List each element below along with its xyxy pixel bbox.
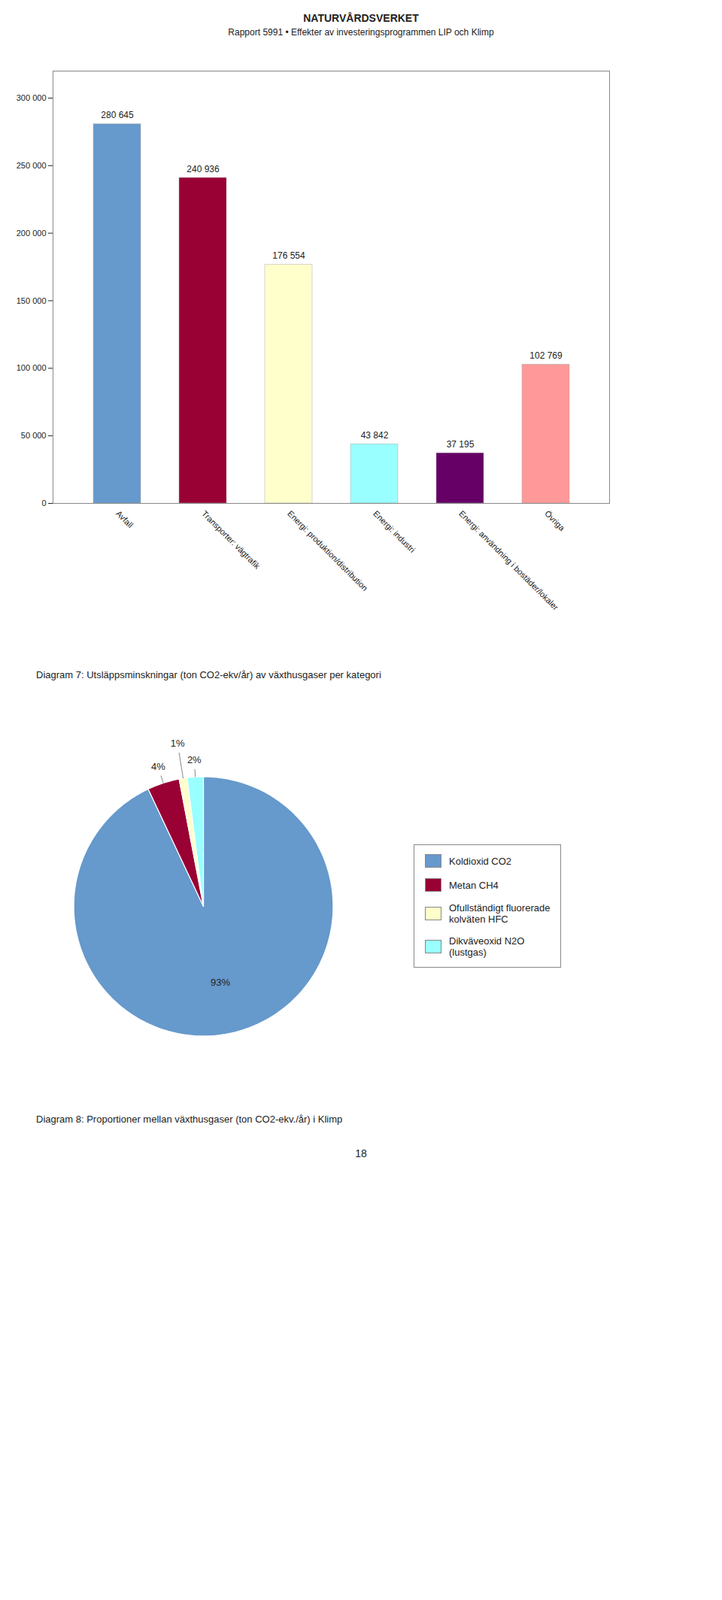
html-text:Metan CH4: Metan CH4	[448, 879, 499, 891]
svg-text:100 000: 100 000	[16, 363, 47, 373]
html-text:Dikväveoxid N2O (lustgas): Dikväveoxid N2O (lustgas)	[448, 935, 525, 959]
svg-text:43 842: 43 842	[361, 430, 389, 441]
svg-text:Energi: produktion/distributio: Energi: produktion/distribution	[285, 509, 370, 593]
svg-text:176 554: 176 554	[272, 250, 306, 261]
svg-text:Övriga: Övriga	[543, 509, 568, 534]
svg-text:Transporter: vägtrafik: Transporter: vägtrafik	[200, 509, 262, 571]
svg-text:4%: 4%	[151, 761, 166, 773]
svg-text:240 936: 240 936	[186, 163, 220, 175]
html-text:Rapport 5991 • Effekter av inv: Rapport 5991 • Effekter av investeringsp…	[228, 27, 494, 38]
html-text:Diagram 8: Proportioner mellan: Diagram 8: Proportioner mellan växthusga…	[36, 1113, 343, 1126]
svg-text:300 000: 300 000	[16, 93, 47, 103]
svg-text:Energi: användning i bostäder/: Energi: användning i bostäder/lokaler	[457, 509, 561, 613]
svg-text:50 000: 50 000	[21, 430, 47, 440]
svg-text:0: 0	[41, 498, 46, 508]
svg-text:250 000: 250 000	[16, 160, 47, 170]
html-text:18: 18	[355, 1147, 367, 1160]
svg-text:93%: 93%	[210, 976, 231, 989]
svg-text:280 645: 280 645	[100, 109, 134, 121]
html-text:Koldioxid CO2: Koldioxid CO2	[448, 855, 512, 867]
svg-text:1%: 1%	[170, 737, 186, 750]
html-text:NATURVÅRDSVERKET: NATURVÅRDSVERKET	[303, 12, 419, 25]
svg-text:Avfall: Avfall	[114, 509, 135, 530]
svg-text:37 195: 37 195	[446, 439, 475, 450]
html-text:Diagram 7: Utsläppsminskningar: Diagram 7: Utsläppsminskningar (ton CO2-…	[36, 669, 382, 681]
svg-text:Energi: industri: Energi: industri	[371, 509, 417, 555]
html-text:Ofullständigt fluorerade kolvä: Ofullständigt fluorerade kolväten HFC	[448, 902, 551, 926]
svg-text:102 769: 102 769	[529, 350, 563, 361]
svg-text:2%: 2%	[187, 754, 202, 766]
svg-text:150 000: 150 000	[16, 295, 47, 305]
svg-text:200 000: 200 000	[16, 228, 47, 238]
